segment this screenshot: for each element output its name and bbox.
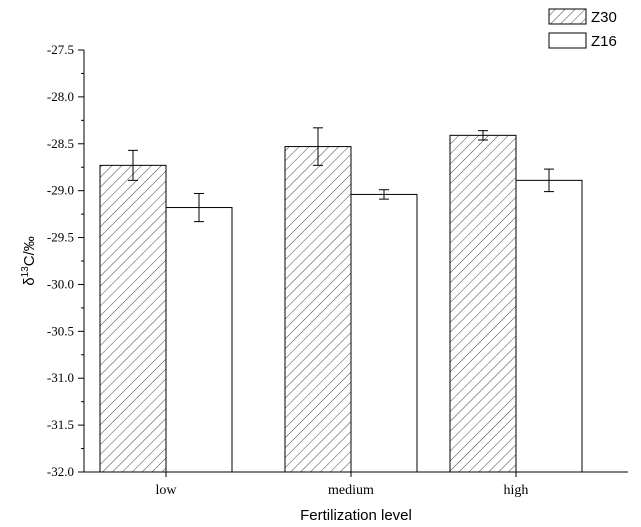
y-tick-label: -28.0 — [47, 89, 74, 104]
error-bars-group — [128, 127, 554, 223]
error-bar-z16-low — [194, 192, 204, 223]
legend-swatch-z16 — [548, 32, 587, 49]
y-tick-label: -31.5 — [47, 417, 74, 432]
legend-label-z30: Z30 — [591, 9, 617, 26]
legend-label-z16: Z16 — [591, 33, 617, 50]
bar-z30-low — [99, 164, 167, 473]
bar-z30-medium — [284, 146, 352, 473]
x-tick-label-low: low — [156, 483, 178, 498]
y-ticks-group: -27.5 -28.0 -28.5 -29.0 -29.5 -30.0 -30.5 -31.0… — [47, 42, 84, 479]
y-tick-label: -30.5 — [47, 323, 74, 338]
y-axis-title-sup: 13 — [20, 266, 31, 278]
x-tick-label-high: high — [504, 483, 529, 498]
bar-z30-high — [449, 134, 517, 473]
error-bar-z30-medium — [313, 127, 323, 166]
bar-z16-medium — [350, 193, 418, 473]
y-tick-label: -27.5 — [47, 42, 74, 57]
y-tick-label: -30.0 — [47, 276, 74, 291]
y-axis-title-base: δ — [21, 277, 38, 285]
y-axis-title-rest: C/‰ — [21, 236, 38, 266]
error-bar-z30-high — [478, 130, 488, 141]
bars-group — [99, 134, 583, 473]
bar-z16-low — [165, 207, 233, 473]
legend-swatch-z30 — [548, 8, 587, 25]
bar-z16-high — [515, 179, 583, 473]
y-tick-label: -28.5 — [47, 136, 74, 151]
x-ticks-group: low medium high — [156, 472, 529, 498]
x-tick-label-medium: medium — [328, 483, 374, 498]
y-tick-label: -31.0 — [47, 370, 74, 385]
error-bar-z16-high — [544, 168, 554, 193]
error-bar-z30-low — [128, 149, 138, 181]
x-axis-title: Fertilization level — [300, 507, 412, 524]
y-tick-label: -32.0 — [47, 464, 74, 479]
error-bar-z16-medium — [379, 189, 389, 200]
y-axis-title: δ13C/‰ — [20, 236, 38, 285]
y-tick-label: -29.0 — [47, 183, 74, 198]
y-tick-label: -29.5 — [47, 230, 74, 245]
